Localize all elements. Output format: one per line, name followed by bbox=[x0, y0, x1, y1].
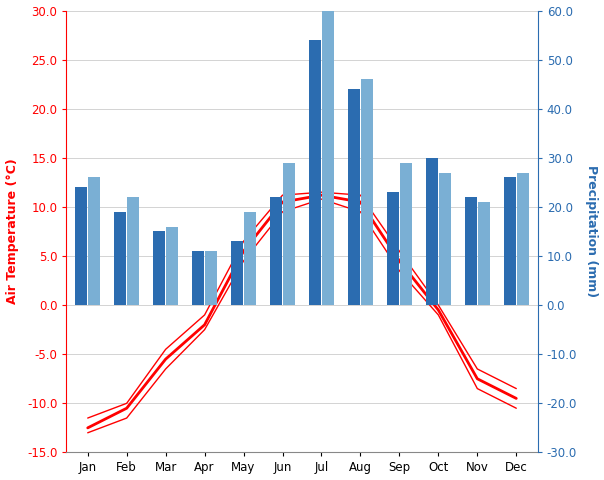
Bar bbox=[283, 163, 295, 305]
Y-axis label: Air Temperature (°C): Air Temperature (°C) bbox=[5, 158, 19, 304]
Bar bbox=[465, 197, 477, 305]
Bar bbox=[205, 251, 217, 305]
Bar bbox=[192, 251, 204, 305]
Bar bbox=[270, 197, 281, 305]
Bar bbox=[361, 79, 373, 305]
Bar bbox=[348, 89, 359, 305]
Bar bbox=[517, 173, 528, 305]
Bar bbox=[323, 11, 334, 305]
Y-axis label: Precipitation (mm): Precipitation (mm) bbox=[585, 166, 599, 298]
Bar bbox=[89, 178, 100, 305]
Bar bbox=[114, 212, 126, 305]
Bar bbox=[153, 231, 165, 305]
Bar bbox=[400, 163, 412, 305]
Bar bbox=[387, 192, 399, 305]
Bar bbox=[309, 40, 321, 305]
Bar bbox=[504, 178, 515, 305]
Bar bbox=[439, 173, 451, 305]
Bar bbox=[167, 227, 178, 305]
Bar bbox=[127, 197, 139, 305]
Bar bbox=[426, 158, 437, 305]
Bar bbox=[245, 212, 256, 305]
Bar bbox=[231, 241, 243, 305]
Bar bbox=[478, 202, 490, 305]
Bar bbox=[76, 187, 87, 305]
